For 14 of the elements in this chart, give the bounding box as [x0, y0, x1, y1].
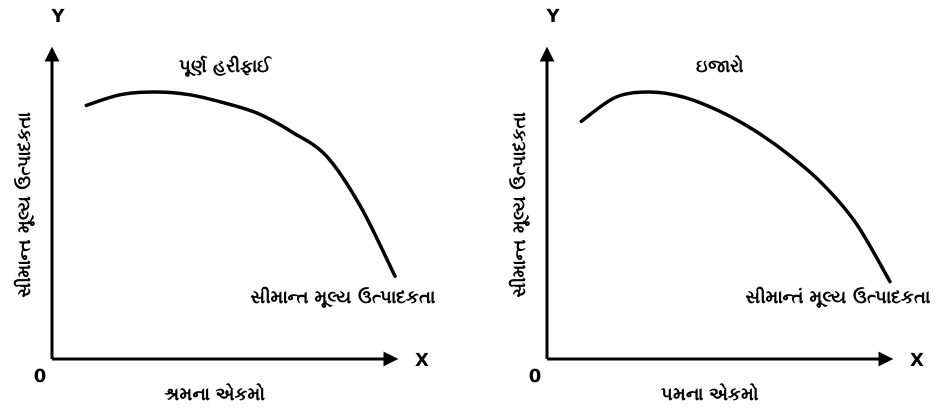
text: Y [545, 6, 560, 27]
chart-title: ઇજારો [696, 55, 744, 77]
text: Y [50, 6, 66, 27]
text: 0 [528, 366, 542, 387]
y-axis-title: સીમાન્ત મૂલ્ય ઉત્પાદકતા [13, 112, 35, 298]
x-axis-title: શ્રમના એકમો [164, 383, 266, 405]
x-axis-title: પમના એકમો [660, 383, 760, 405]
text: X [910, 350, 924, 371]
annotation: સીમાન્તં મૂલ્ય ઉત્પાદકતા [745, 286, 931, 308]
chart-title: પૂર્ણ હરીફાઈ [178, 55, 272, 77]
text: 0 [34, 366, 46, 387]
y-axis-title: સીમાન્ત મૂલ્ય ઉત્પાદકતા [508, 112, 530, 298]
annotation: સીમાન્ત મૂલ્ય ઉત્પાદકતા [250, 286, 436, 308]
text: X [415, 350, 430, 371]
